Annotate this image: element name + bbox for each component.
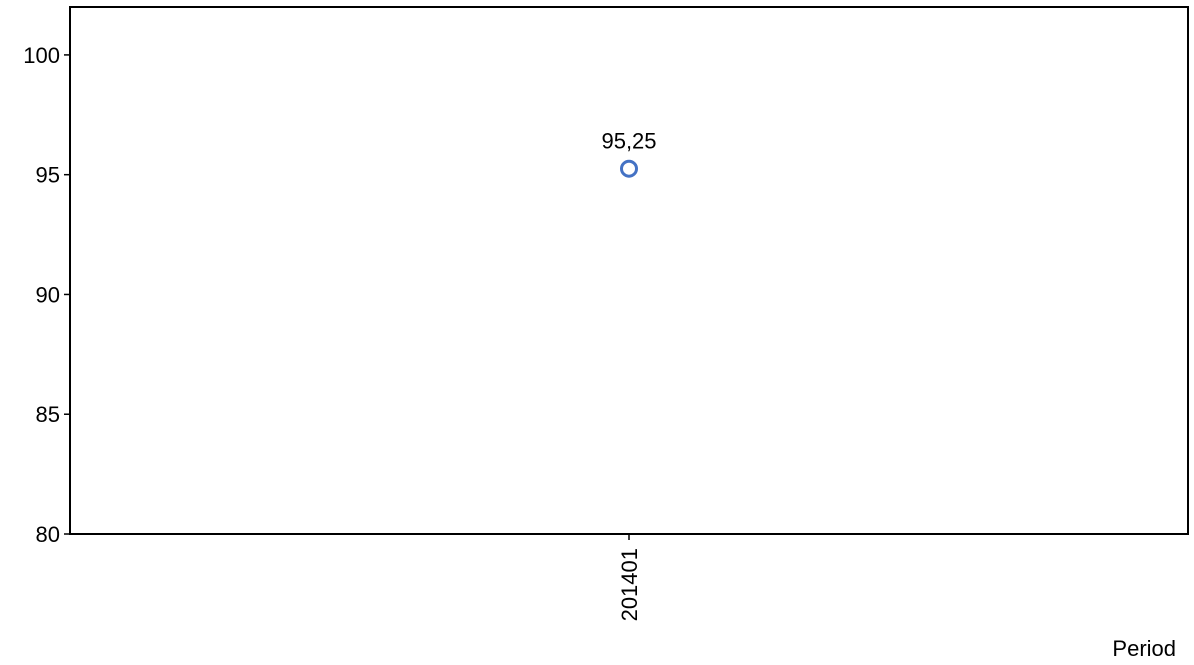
y-tick-label: 90 [36, 282, 60, 307]
data-label: 95,25 [601, 129, 656, 154]
data-marks: 95,25 [601, 129, 657, 178]
y-tick-label: 95 [36, 163, 60, 188]
x-axis-title: Period [1112, 636, 1176, 661]
plot-area [69, 6, 1189, 535]
x-tick-label: 201401 [617, 548, 642, 621]
data-point [620, 159, 638, 178]
y-axis: 80 85 90 95 100 [23, 43, 70, 547]
y-tick-label: 80 [36, 522, 60, 547]
y-tick-label: 85 [36, 402, 60, 427]
x-axis: 201401 [617, 534, 642, 621]
y-tick-label: 100 [23, 43, 60, 68]
